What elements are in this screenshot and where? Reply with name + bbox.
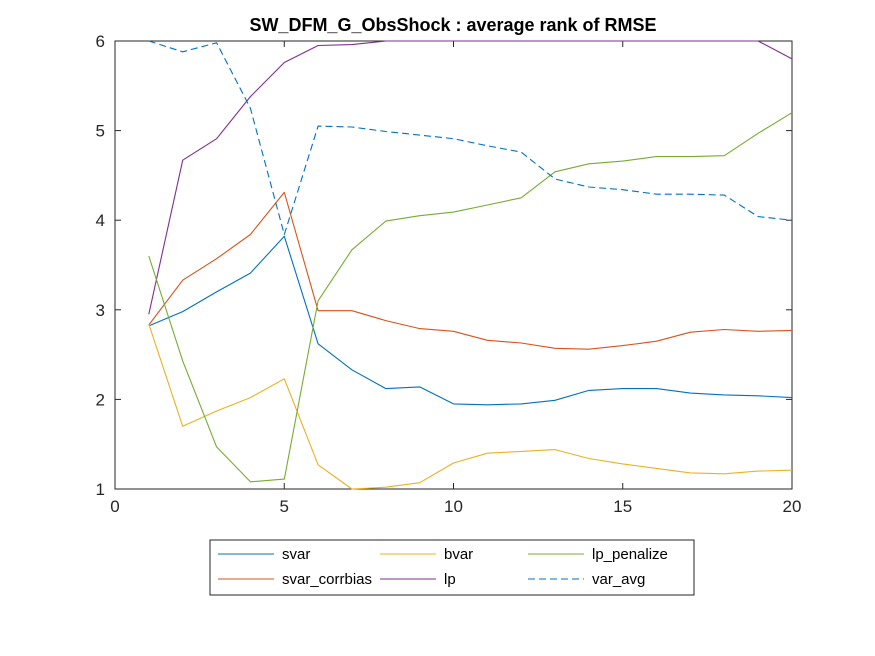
legend-label-bvar: bvar xyxy=(444,546,473,563)
series-line-svar-corrbias xyxy=(148,191,793,350)
series-line-lp xyxy=(148,40,793,315)
legend-label-svar-corrbias: svar_corrbias xyxy=(282,571,372,588)
legend-label-lp-penalize: lp_penalize xyxy=(592,546,668,563)
series-line-bvar xyxy=(148,323,793,490)
y-tick-label: 6 xyxy=(96,32,105,51)
axes: 0 5 10 15 20 1 2 3 4 5 6 xyxy=(96,32,802,516)
legend-box xyxy=(209,539,695,596)
legend-label-svar: svar xyxy=(282,546,310,563)
x-tick-label: 15 xyxy=(613,497,632,516)
chart-title: SW_DFM_G_ObsShock : average rank of RMSE xyxy=(249,15,656,35)
y-tick-label: 4 xyxy=(96,211,105,230)
legend-label-var-avg: var_avg xyxy=(592,571,645,588)
series-line-lp-penalize xyxy=(148,112,793,483)
x-tick-label: 10 xyxy=(444,497,463,516)
y-tick-label: 2 xyxy=(96,390,105,409)
series-line-var-avg xyxy=(148,40,793,236)
y-tick-label: 5 xyxy=(96,122,105,141)
x-tick-label: 5 xyxy=(280,497,289,516)
legend: svar bvar lp_penalize svar_corrbias lp var_av… xyxy=(209,539,695,596)
series-lines xyxy=(148,40,793,490)
x-tick-label: 0 xyxy=(110,497,119,516)
y-tick-label: 3 xyxy=(96,301,105,320)
legend-label-lp: lp xyxy=(444,571,456,588)
x-tick-label: 20 xyxy=(783,497,802,516)
series-line-svar xyxy=(148,235,793,406)
y-tick-label: 1 xyxy=(96,480,105,499)
plot-area xyxy=(114,40,793,490)
